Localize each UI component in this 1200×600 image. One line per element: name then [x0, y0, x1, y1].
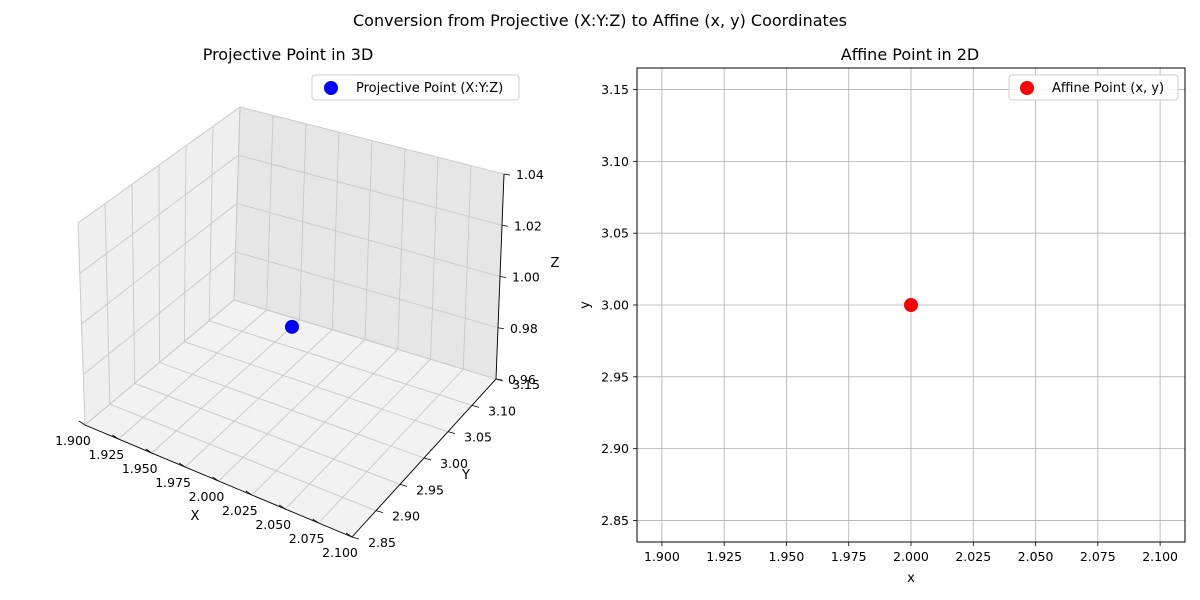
- z-tick-label-3d: 1.04: [516, 167, 544, 182]
- x-tick-label-3d: 2.100: [322, 545, 358, 560]
- x-tick-label-3d: 1.950: [122, 461, 158, 476]
- ticks-2d: 1.900 1.925 1.950 1.975 2.000 2.025 2.050 2.075…: [601, 82, 1178, 564]
- panel-3d: Projective Point in 3D 1.9001.9251.9501.…: [55, 45, 559, 560]
- x-axis-label-2d: x: [907, 571, 915, 586]
- y-tick-label-3d: 2.95: [416, 482, 444, 497]
- x-tick-label-3d: 1.925: [88, 447, 124, 462]
- legend-label-projective: Projective Point (X:Y:Z): [356, 81, 503, 96]
- z-tick-label-3d: 1.02: [514, 218, 542, 233]
- points-3d: [285, 319, 299, 334]
- z-tick-label-3d: 0.96: [508, 372, 536, 387]
- legend-3d: Projective Point (X:Y:Z): [311, 74, 520, 101]
- y-tick-label-3d: 3.15: [512, 377, 540, 392]
- x-tick-label-2d: 2.100: [1142, 549, 1178, 564]
- y-tick-label-3d: 3.00: [440, 456, 468, 471]
- x-tick-label-2d: 2.075: [1080, 549, 1116, 564]
- x-tick-label-2d: 1.950: [769, 549, 805, 564]
- panel-2d-title: Affine Point in 2D: [841, 45, 979, 64]
- figure-suptitle: Conversion from Projective (X:Y:Z) to Af…: [353, 11, 847, 30]
- x-tick-label-3d: 2.000: [189, 489, 225, 504]
- x-tick-label-2d: 1.900: [644, 549, 680, 564]
- y-tick-label-2d: 3.05: [601, 226, 629, 241]
- x-tick-label-3d: 2.075: [289, 531, 325, 546]
- z-tick-label-3d: 0.98: [510, 321, 538, 336]
- y-tick-label-2d: 2.90: [601, 441, 629, 456]
- y-tick-label-2d: 2.85: [601, 513, 629, 528]
- affine-point: [904, 298, 918, 312]
- x-tick-label-3d: 2.025: [222, 503, 258, 518]
- y-tick-label-2d: 3.15: [601, 82, 629, 97]
- x-tick-label-2d: 2.025: [955, 549, 991, 564]
- x-tick-label-3d: 1.975: [155, 475, 191, 490]
- x-tick-label-2d: 2.000: [893, 549, 929, 564]
- panel-2d: Affine Point in 2D 1.900 1.925 1.950 1.975 2…: [578, 45, 1186, 586]
- z-axis-label-3d: Z: [551, 256, 560, 271]
- y-axis-label-2d: y: [578, 301, 593, 309]
- x-tick-label-2d: 1.975: [831, 549, 867, 564]
- x-tick-label-2d: 1.925: [706, 549, 742, 564]
- y-tick-label-2d: 3.00: [601, 298, 629, 313]
- x-tick-label-2d: 2.050: [1018, 549, 1054, 564]
- legend-marker-affine: [1020, 81, 1034, 95]
- legend-label-affine: Affine Point (x, y): [1052, 81, 1164, 96]
- points-2d: [904, 298, 918, 312]
- y-tick-label-3d: 2.90: [392, 509, 420, 524]
- y-tick-label-3d: 3.10: [488, 403, 516, 418]
- y-tick-label-3d: 2.85: [368, 535, 396, 550]
- panel-3d-title: Projective Point in 3D: [203, 45, 374, 64]
- grid-2d: [637, 68, 1185, 542]
- z-tick-label-3d: 1.00: [512, 270, 540, 285]
- ticks-3d: 1.9001.9251.9501.9752.0002.0252.0502.075…: [55, 167, 544, 560]
- x-tick-label-3d: 1.900: [55, 433, 91, 448]
- projective-point: [285, 319, 299, 334]
- y-tick-label-2d: 2.95: [601, 369, 629, 384]
- y-axis-label-3d: Y: [461, 468, 470, 483]
- y-tick-label-2d: 3.10: [601, 154, 629, 169]
- x-axis-label-3d: X: [191, 509, 200, 524]
- legend-marker-projective: [324, 81, 338, 95]
- x-tick-label-3d: 2.050: [255, 517, 291, 532]
- legend-2d: Affine Point (x, y): [1008, 74, 1179, 101]
- y-tick-label-3d: 3.05: [464, 430, 492, 445]
